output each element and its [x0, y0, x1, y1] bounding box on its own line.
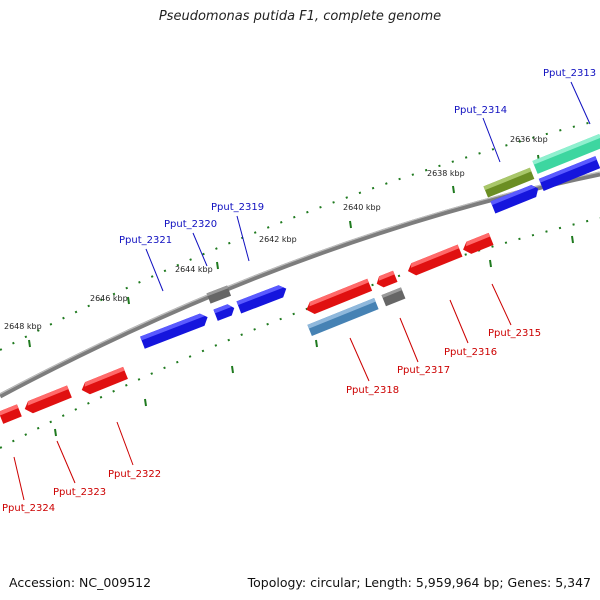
gene-Pput_2321[interactable] — [140, 311, 210, 349]
scale-labels: 2636 kbp 2638 kbp 2640 kbp 2642 kbp 2644… — [4, 135, 548, 331]
tick-major — [28, 339, 31, 348]
accession-text: Accession: NC_009512 — [9, 575, 152, 590]
forward-genes — [140, 133, 600, 349]
label-Pput_2315[interactable]: Pput_2315 — [488, 328, 541, 339]
scale-label-2642: 2642 kbp — [259, 235, 297, 244]
gene-Pput_2313[interactable] — [532, 133, 600, 174]
tick-major — [54, 428, 57, 437]
gene-Pput_2324[interactable] — [0, 404, 22, 424]
leader-Pput_2317 — [399, 317, 419, 363]
forward-tick-track — [0, 119, 600, 351]
leader-Pput_2313 — [570, 81, 591, 125]
scale-label-2646: 2646 kbp — [90, 294, 128, 303]
tick-major — [231, 365, 234, 374]
tick-major — [315, 339, 318, 348]
gene-Pput_2323[interactable] — [22, 385, 72, 415]
scale-label-2648: 2648 kbp — [4, 322, 42, 331]
gene-Pput_2317[interactable] — [381, 287, 406, 307]
leader-Pput_2314 — [482, 117, 501, 163]
label-Pput_2316[interactable]: Pput_2316 — [444, 347, 497, 358]
leader-Pput_2324 — [13, 456, 25, 501]
tick-major — [489, 259, 492, 268]
label-Pput_2320[interactable]: Pput_2320 — [164, 219, 217, 230]
scale-label-2636: 2636 kbp — [510, 135, 548, 144]
leader-Pput_2316 — [449, 299, 469, 344]
topology-summary-text: Topology: circular; Length: 5,959,964 bp… — [247, 575, 591, 590]
gene-Pput_2318[interactable] — [307, 297, 379, 337]
gene-red-small[interactable] — [374, 270, 398, 290]
gene-Pput_2315[interactable] — [461, 232, 494, 256]
map-title: Pseudomonas putida F1, complete genome — [158, 9, 442, 24]
forward-major-ticks — [28, 154, 540, 348]
gene-Pput_2314[interactable] — [483, 167, 535, 198]
gene-red-large[interactable] — [304, 278, 373, 317]
leader-Pput_2322 — [116, 421, 134, 466]
gene-Pput_2319[interactable] — [236, 283, 289, 314]
label-Pput_2323[interactable]: Pput_2323 — [53, 487, 106, 498]
leader-Pput_2320 — [192, 232, 208, 267]
tick-major — [144, 398, 147, 407]
leader-Pput_2318 — [349, 337, 370, 382]
gene-Pput_2320[interactable] — [213, 302, 236, 321]
leader-Pput_2319 — [236, 215, 250, 262]
forward-tick-dots — [0, 119, 600, 351]
label-Pput_2317[interactable]: Pput_2317 — [397, 365, 450, 376]
scale-label-2638: 2638 kbp — [427, 169, 465, 178]
gene-blue-2314-region[interactable] — [490, 183, 540, 214]
reverse-major-ticks — [54, 235, 574, 437]
gene-Pput_2322[interactable] — [79, 366, 128, 397]
tick-major — [127, 296, 130, 305]
label-Pput_2322[interactable]: Pput_2322 — [108, 469, 161, 480]
leader-Pput_2321 — [145, 248, 164, 292]
gene-Pput_2316[interactable] — [406, 244, 463, 278]
gene-blue-upper-right[interactable] — [538, 156, 600, 191]
leader-Pput_2323 — [56, 440, 76, 484]
tick-major — [571, 235, 574, 244]
label-Pput_2313[interactable]: Pput_2313 — [543, 68, 596, 79]
leader-Pput_2315 — [491, 283, 512, 326]
label-Pput_2321[interactable]: Pput_2321 — [119, 235, 172, 246]
forward-leaders — [145, 81, 591, 292]
gene-gray-2320[interactable] — [206, 285, 232, 304]
tick-major — [216, 261, 219, 270]
gene-labels: Pput_2313 Pput_2314 Pput_2319 Pput_2320 … — [2, 68, 596, 514]
scale-label-2640: 2640 kbp — [343, 203, 381, 212]
label-Pput_2324[interactable]: Pput_2324 — [2, 503, 55, 514]
tick-major — [452, 185, 455, 194]
label-Pput_2314[interactable]: Pput_2314 — [454, 105, 507, 116]
scale-label-2644: 2644 kbp — [175, 265, 213, 274]
label-Pput_2319[interactable]: Pput_2319 — [211, 202, 264, 213]
tick-major — [349, 220, 352, 229]
reverse-genes — [0, 232, 494, 424]
reverse-leaders — [13, 283, 512, 501]
label-Pput_2318[interactable]: Pput_2318 — [346, 385, 399, 396]
